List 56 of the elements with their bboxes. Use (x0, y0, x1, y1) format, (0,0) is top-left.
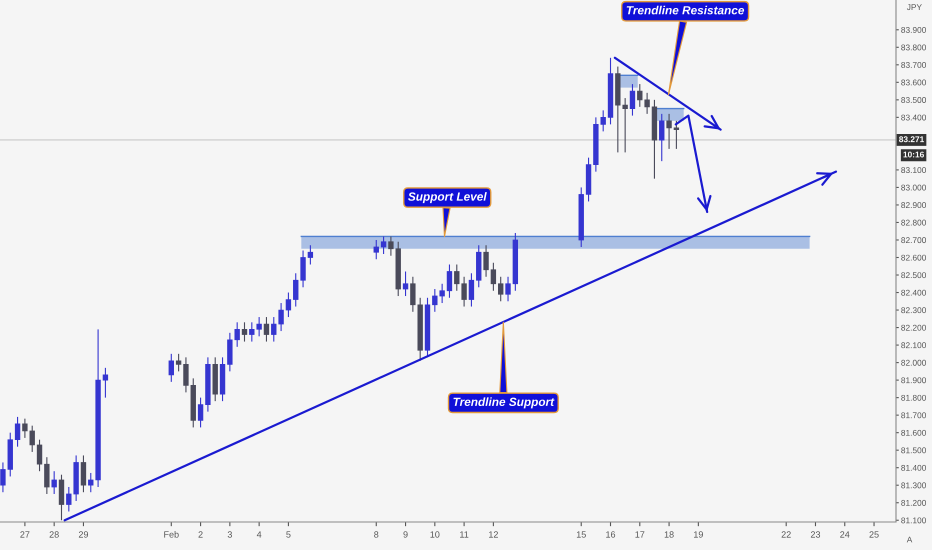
annotation: Trendline Resistance (626, 6, 744, 14)
y-tick-label: 82.000 (901, 360, 926, 366)
y-tick-label: 82.500 (901, 272, 926, 278)
x-tick-label: 12 (489, 531, 498, 538)
y-tick-label: 83.500 (901, 97, 926, 103)
y-tick-label: 81.400 (901, 464, 926, 471)
x-tick-label: 10 (430, 531, 440, 538)
x-tick-label: 11 (460, 531, 468, 538)
y-tick-label: 81.200 (901, 500, 926, 506)
text: 10:16 (903, 152, 924, 158)
y-tick-label: 83.700 (901, 62, 926, 68)
x-tick-label: 17 (635, 531, 644, 538)
y-tick-label: 82.800 (901, 220, 926, 226)
y-tick-label: 83.600 (901, 80, 926, 86)
x-tick-label: 4 (256, 531, 262, 538)
x-tick-label: 2 (198, 531, 203, 538)
x-tick-label: 18 (664, 531, 674, 538)
x-tick-label: 25 (869, 531, 879, 538)
y-tick-label: 82.700 (901, 237, 926, 244)
x-tick-label: 3 (228, 531, 232, 538)
text: JPY (906, 4, 922, 10)
text: A (906, 536, 912, 542)
y-tick-label: 83.100 (901, 167, 926, 174)
y-tick-label: 82.300 (901, 307, 926, 314)
x-tick-label: 5 (286, 531, 291, 538)
y-tick-label: 81.700 (901, 412, 926, 418)
y-tick-label: 83.800 (901, 44, 926, 50)
annotation: Support Level (408, 192, 487, 204)
y-tick-label: 82.200 (901, 324, 926, 331)
y-tick-label: 82.600 (901, 254, 926, 261)
y-tick-label: 83.400 (901, 114, 926, 120)
y-tick-label: 83.000 (901, 184, 926, 191)
x-tick-label: 9 (403, 531, 408, 538)
x-tick-label: 15 (576, 531, 586, 538)
y-tick-label: 81.800 (901, 394, 926, 401)
y-tick-label: 83.900 (901, 26, 926, 33)
x-tick-label: 23 (810, 531, 820, 538)
x-tick-label: Feb (164, 531, 179, 538)
y-tick-label: 81.900 (901, 377, 926, 384)
x-tick-label: 24 (840, 531, 850, 538)
y-tick-label: 81.500 (901, 447, 926, 454)
y-tick-label: 81.600 (901, 430, 926, 436)
x-tick-label: 29 (78, 531, 88, 538)
annotation: Trendline Support (453, 397, 554, 408)
y-tick-label: 82.400 (901, 290, 926, 296)
y-tick-label: 81.100 (901, 517, 926, 524)
x-tick-label: 27 (20, 531, 30, 538)
x-tick-label: 28 (50, 531, 59, 538)
x-tick-label: 19 (694, 531, 703, 538)
x-tick-label: 8 (374, 531, 378, 538)
ref-line-label: 83.271 (899, 136, 924, 142)
y-tick-label: 81.300 (901, 482, 926, 488)
x-tick-label: 16 (606, 531, 616, 538)
y-tick-label: 82.900 (901, 202, 926, 208)
x-tick-label: 22 (782, 531, 791, 538)
y-tick-label: 82.100 (901, 342, 926, 348)
